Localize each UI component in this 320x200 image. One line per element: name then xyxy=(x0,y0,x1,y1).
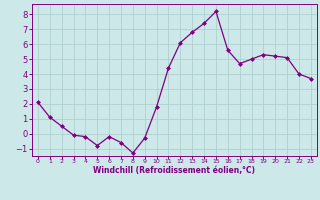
X-axis label: Windchill (Refroidissement éolien,°C): Windchill (Refroidissement éolien,°C) xyxy=(93,166,255,175)
